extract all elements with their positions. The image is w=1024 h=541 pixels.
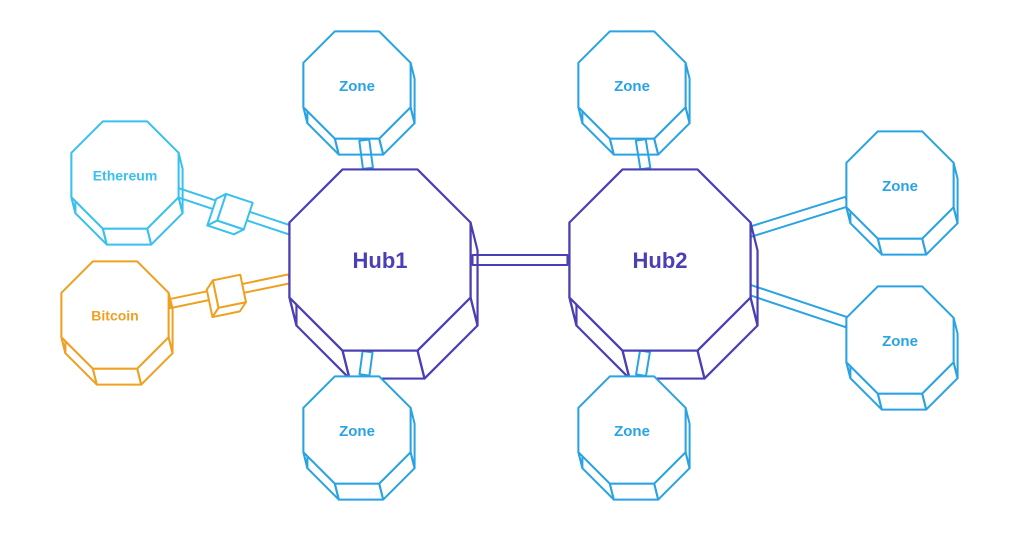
z1a-label: Zone (339, 78, 375, 95)
z2d-label: Zone (882, 333, 918, 350)
eth-label: Ethereum (93, 168, 158, 184)
edge-hub1-btc (169, 274, 291, 317)
edge-hub1-eth (176, 188, 293, 236)
z1a-node: Zone (303, 31, 414, 154)
hub2-node: Hub2 (569, 169, 757, 378)
hub1-label: Hub1 (353, 248, 408, 273)
network-diagram: Hub1 Hub2 Zone Zone Ethereum Bitcoin Zone Zone Z… (0, 0, 1024, 541)
z2d-node: Zone (846, 286, 957, 409)
edge-hub2-z2c (747, 197, 849, 237)
z2c-node: Zone (846, 131, 957, 254)
edge-hub1-hub2 (473, 255, 568, 265)
btc-node: Bitcoin (61, 261, 172, 384)
z1b-node: Zone (303, 376, 414, 499)
z2a-label: Zone (614, 78, 650, 95)
eth-node: Ethereum (71, 121, 182, 244)
btc-label: Bitcoin (91, 308, 138, 324)
edge-hub2-z2d (746, 285, 849, 328)
edge-hub2-z2b (636, 350, 650, 375)
z2b-node: Zone (578, 376, 689, 499)
z1b-label: Zone (339, 423, 375, 440)
z2c-label: Zone (882, 178, 918, 195)
edge-hub1-z1b (359, 351, 372, 376)
z2a-node: Zone (578, 31, 689, 154)
hub1-node: Hub1 (289, 169, 477, 378)
hub2-label: Hub2 (633, 248, 688, 273)
z2b-label: Zone (614, 423, 650, 440)
